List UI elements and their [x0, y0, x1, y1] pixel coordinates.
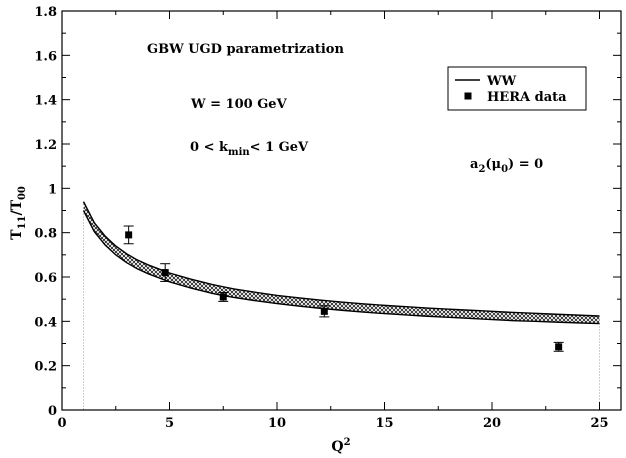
hera-data-points [123, 225, 564, 352]
data-point [320, 307, 328, 315]
data-point [161, 269, 169, 277]
y-tick-label: 0.8 [34, 227, 57, 242]
y-tick-label: 1.6 [34, 49, 57, 64]
y-label-mid: /T [9, 199, 25, 215]
legend-marker-hera [464, 92, 472, 100]
y-tick-label: 1.2 [34, 138, 57, 153]
ww-band [82, 201, 600, 325]
annotation-energy: W = 100 GeV [190, 97, 288, 112]
y-tick-label: 0 [48, 404, 57, 419]
dotted-reference-lines [83, 210, 600, 410]
y-tick-label: 1.8 [34, 5, 57, 20]
x-tick-label: 5 [165, 416, 174, 431]
ww-band-upper [82, 201, 600, 317]
x-tick-label: 20 [483, 416, 501, 431]
kmin-pre: 0 < k [190, 140, 229, 155]
a2-pre: a [470, 157, 479, 172]
x-tick-label: 0 [57, 416, 66, 431]
x-tick-label: 10 [268, 416, 286, 431]
y-tick-label: 0.4 [34, 315, 57, 330]
x-tick-label: 15 [375, 416, 393, 431]
annotation-a2: a2(μ0) = 0 [470, 157, 543, 175]
y-label-sub1: 11 [17, 216, 28, 230]
annotation-title: GBW UGD parametrization [147, 42, 344, 57]
legend-label-ww: WW [486, 74, 517, 89]
x-axis-label-main: Q [331, 439, 343, 455]
y-tick-label: 1.4 [34, 94, 57, 109]
y-axis-ticks: 0 0.2 0.4 0.6 0.8 1 1.2 1.4 1.6 1.8 [34, 5, 621, 419]
y-tick-label: 0.2 [34, 360, 57, 375]
y-label-main: T [9, 229, 25, 240]
a2-mid: (μ [485, 157, 501, 172]
a2-post: ) = 0 [508, 157, 543, 172]
legend-label-hera: HERA data [487, 90, 567, 105]
ww-band-lower [82, 210, 600, 325]
y-axis-label: T11/T00 [9, 186, 28, 240]
x-tick-label: 25 [590, 416, 608, 431]
legend-box [447, 66, 587, 111]
data-point [219, 293, 227, 301]
ww-band-fill [83, 201, 600, 324]
data-point [555, 343, 563, 351]
x-axis-ticks: 0 5 10 15 20 25 [57, 11, 609, 431]
kmin-post: < 1 GeV [250, 140, 309, 155]
a2-sub1: 2 [478, 164, 485, 175]
legend: WW HERA data [447, 66, 587, 111]
kmin-sub: min [228, 147, 250, 158]
y-label-sub2: 00 [17, 186, 28, 200]
y-tick-label: 0.6 [34, 271, 57, 286]
data-point [125, 231, 133, 239]
annotation-kmin: 0 < kmin< 1 GeV [190, 140, 309, 158]
a2-sub2: 0 [501, 164, 508, 175]
x-axis-label: Q2 [331, 437, 350, 455]
x-axis-label-sup: 2 [344, 437, 351, 448]
y-tick-label: 1 [48, 182, 57, 197]
